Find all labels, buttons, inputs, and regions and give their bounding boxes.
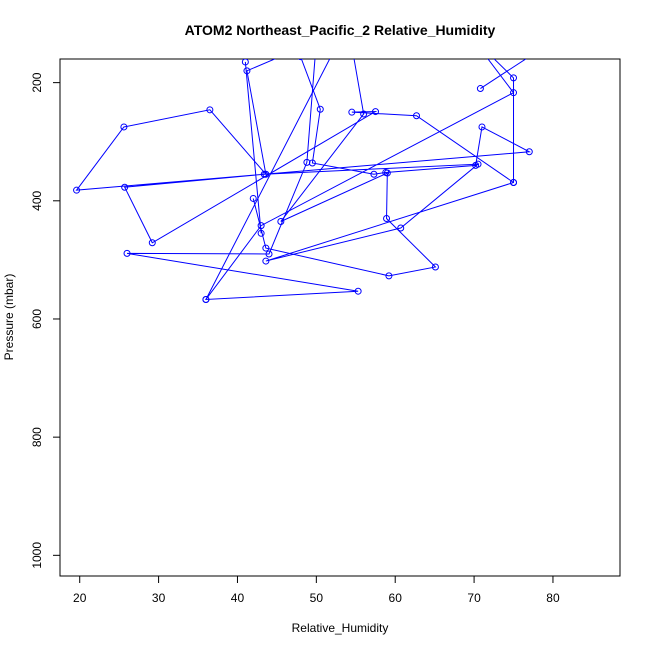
data-point <box>476 85 484 93</box>
data-point <box>397 224 405 232</box>
data-point <box>348 108 356 116</box>
data-point <box>262 244 270 252</box>
data-point <box>316 105 324 113</box>
y-tick-label: 600 <box>30 309 44 329</box>
data-point <box>73 186 81 194</box>
data-point <box>478 123 486 131</box>
y-tick-label: 200 <box>30 72 44 92</box>
x-tick-label: 70 <box>467 591 481 605</box>
data-point <box>510 178 518 186</box>
y-axis: 200 400 600 800 1000 <box>30 72 60 569</box>
data-point <box>313 38 319 44</box>
data-point <box>277 217 285 225</box>
series-3 <box>241 59 265 237</box>
y-axis-label: Pressure (mbar) <box>2 274 16 361</box>
data-point <box>474 160 482 168</box>
data-point <box>206 106 214 114</box>
data-point <box>241 59 249 66</box>
x-tick-label: 50 <box>310 591 324 605</box>
y-tick-label: 800 <box>30 427 44 447</box>
x-tick-label: 80 <box>546 591 560 605</box>
plot-frame <box>59 58 621 577</box>
series-2 <box>202 59 439 303</box>
plot-area <box>73 38 556 303</box>
data-point <box>265 250 273 258</box>
data-point <box>550 38 556 44</box>
y-tick-label: 1000 <box>30 542 44 569</box>
x-tick-label: 20 <box>73 591 87 605</box>
data-point <box>120 123 128 131</box>
data-point <box>510 89 518 97</box>
data-point <box>431 263 439 271</box>
data-point <box>413 112 421 120</box>
x-axis-label: Relative_Humidity <box>292 621 389 635</box>
data-point <box>123 249 131 257</box>
data-point <box>202 295 210 303</box>
data-point <box>121 183 129 191</box>
series-4 <box>476 38 556 93</box>
data-point <box>370 170 378 178</box>
data-point <box>385 272 393 280</box>
series-line <box>205 59 437 300</box>
data-point <box>354 287 362 295</box>
data-point <box>510 74 518 82</box>
data-point <box>249 194 257 202</box>
data-point <box>525 148 533 156</box>
series-line <box>244 61 262 234</box>
x-tick-label: 60 <box>389 591 403 605</box>
series-1 <box>73 38 533 303</box>
y-tick-label: 400 <box>30 190 44 210</box>
data-point <box>260 170 268 178</box>
data-point <box>262 257 270 265</box>
data-point <box>303 158 311 166</box>
data-point <box>383 169 391 177</box>
data-point <box>257 229 265 237</box>
x-tick-label: 30 <box>152 591 166 605</box>
x-axis: 20 30 40 50 60 70 80 <box>73 576 560 605</box>
data-point <box>297 59 304 61</box>
data-point <box>148 239 156 247</box>
data-point <box>360 110 368 118</box>
series-line <box>75 59 532 301</box>
x-tick-label: 40 <box>231 591 245 605</box>
series-line <box>480 59 527 89</box>
data-point <box>383 215 391 223</box>
chart-title: ATOM2 Northeast_Pacific_2 Relative_Humid… <box>185 22 496 38</box>
data-point <box>371 108 379 116</box>
